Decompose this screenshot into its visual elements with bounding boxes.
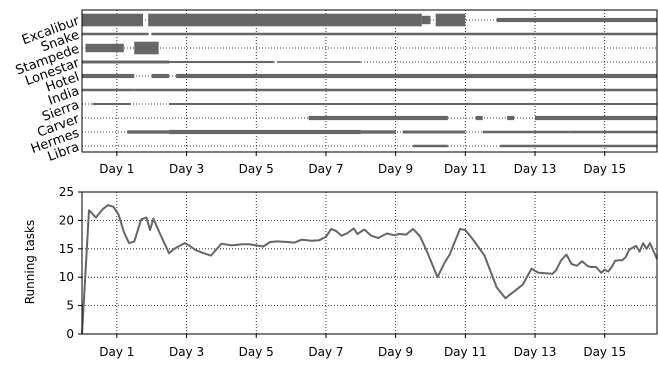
timeline-segment <box>82 88 135 92</box>
x-tick-label: Day 13 <box>514 345 557 359</box>
y-tick-label: 5 <box>66 299 74 313</box>
x-tick-label: Day 11 <box>444 345 487 359</box>
y-tick-label: 15 <box>59 242 74 256</box>
timeline-segment <box>82 32 149 36</box>
x-tick-label: Day 3 <box>169 345 204 359</box>
y-tick-label: 0 <box>66 327 74 341</box>
x-tick-label: Day 7 <box>308 345 343 359</box>
timeline-segment <box>151 73 170 79</box>
x-tick-label: Day 13 <box>514 162 557 176</box>
timeline-segment <box>134 41 159 55</box>
timeline-segment <box>277 61 361 63</box>
x-tick-label: Day 3 <box>169 162 204 176</box>
timeline-segment <box>535 115 657 121</box>
y-tick-label: 20 <box>59 213 74 227</box>
x-tick-label: Day 7 <box>308 162 343 176</box>
y-axis-label: Running tasks <box>23 220 37 305</box>
x-tick-label: Day 9 <box>378 345 413 359</box>
x-tick-label: Day 15 <box>583 162 626 176</box>
timeline-segment <box>151 32 658 36</box>
timeline-segment <box>127 130 170 134</box>
x-tick-label: Day 1 <box>99 345 134 359</box>
line-frame <box>81 191 658 335</box>
timeline-segment <box>421 15 431 25</box>
timeline-segment <box>85 43 124 53</box>
timeline-segment <box>569 130 657 134</box>
timeline-segment <box>475 115 483 121</box>
timeline-segment <box>148 13 422 27</box>
timeline-segment <box>360 130 396 134</box>
timeline-segment <box>308 115 448 121</box>
timeline-segment <box>482 130 570 134</box>
timeline-segment <box>507 115 515 121</box>
x-tick-label: Day 5 <box>239 162 274 176</box>
running-tasks-line <box>81 204 658 335</box>
running-tasks-panel: Running tasks 0 5 10 15 20 25 Day 1 Day 3 Day 5 D… <box>23 185 658 359</box>
timeline-segment <box>82 60 170 64</box>
timeline-segment <box>176 73 657 79</box>
timeline-segment <box>169 60 274 64</box>
timeline-segment <box>169 102 657 106</box>
x-tick-label: Day 11 <box>444 162 487 176</box>
timeline-segment <box>92 102 131 106</box>
timeline-segment <box>402 130 466 134</box>
timeline-segment <box>413 144 448 148</box>
timeline-segment <box>82 73 135 79</box>
timeline-segment <box>82 13 143 27</box>
timeline-frame <box>81 9 658 153</box>
timeline-segment <box>435 13 466 27</box>
y-tick-label: 25 <box>59 185 74 199</box>
x-tick-label: Day 1 <box>99 162 134 176</box>
timeline-segment <box>500 144 657 148</box>
x-tick-label: Day 9 <box>378 162 413 176</box>
y-tick-label: 10 <box>59 270 74 284</box>
timeline-segment <box>134 88 658 92</box>
timeline-panel: Day 1 Day 3 Day 5 Day 7 Day 9 Day 11 Day 13 Day… <box>14 9 658 176</box>
timeline-segment <box>496 17 657 23</box>
x-tick-label: Day 5 <box>239 345 274 359</box>
timeline-segment <box>169 129 361 135</box>
x-tick-label: Day 15 <box>583 345 626 359</box>
